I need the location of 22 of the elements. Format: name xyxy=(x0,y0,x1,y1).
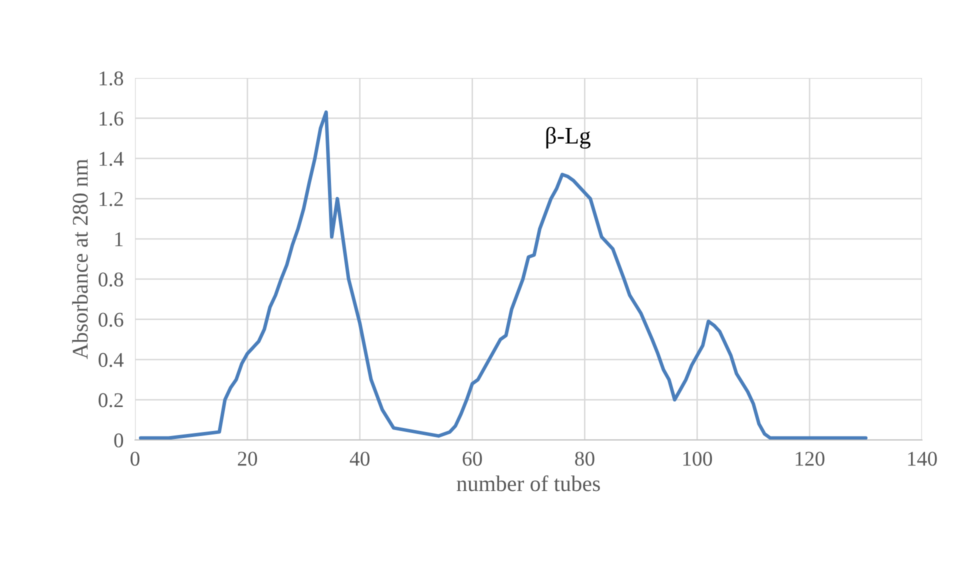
x-tick-label: 100 xyxy=(683,452,712,466)
y-tick-label: 0.6 xyxy=(98,312,124,327)
y-tick-label: 0.4 xyxy=(98,352,124,368)
x-tick-label: 60 xyxy=(462,452,482,466)
y-tick-label: 1.8 xyxy=(100,71,124,86)
y-tick-label: 1 xyxy=(115,232,123,246)
y-tick-label: 0 xyxy=(114,433,124,448)
x-tick-label: 0 xyxy=(130,452,140,466)
x-tick-label: 40 xyxy=(350,452,370,466)
y-tick-label: 1.4 xyxy=(100,152,124,166)
x-tick-label: 80 xyxy=(575,452,594,466)
y-tick-label: 1.6 xyxy=(100,112,124,126)
line-series xyxy=(138,110,868,440)
x-tick-label: 20 xyxy=(238,452,258,466)
x-tick-label: 140 xyxy=(908,452,937,466)
y-tick-label: 0.2 xyxy=(98,393,123,408)
annotation: β-Lg xyxy=(546,126,590,149)
y-tick-label: 1.2 xyxy=(100,192,123,206)
x-axis-title: number of tubes xyxy=(456,475,600,492)
y-tick-label: 0.8 xyxy=(98,272,124,287)
y-axis-title: Absorbance at 280 nm xyxy=(72,159,88,360)
x-tick-label: 120 xyxy=(796,452,824,466)
